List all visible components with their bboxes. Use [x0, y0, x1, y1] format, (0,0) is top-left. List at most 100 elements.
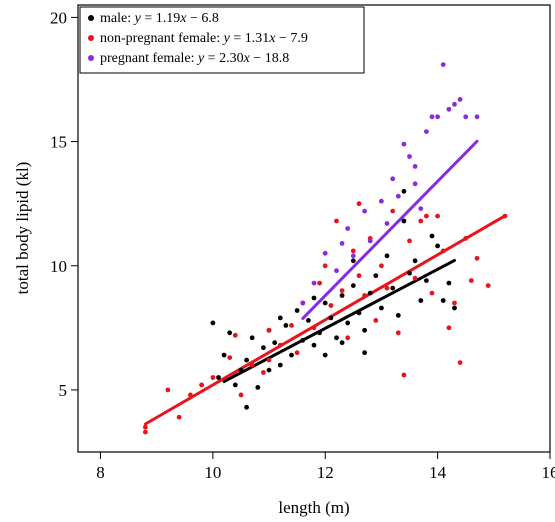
x-tick-label: 8 — [96, 463, 105, 482]
x-tick-label: 10 — [204, 463, 221, 482]
non-pregnant-female-point — [463, 236, 469, 241]
male-point — [395, 313, 401, 318]
non-pregnant-female-point — [356, 273, 362, 279]
non-pregnant-female-point — [474, 255, 480, 261]
non-pregnant-female-point — [412, 275, 418, 281]
male-point — [390, 285, 396, 291]
non-pregnant-female-point — [294, 350, 300, 356]
male-point — [350, 258, 356, 264]
non-pregnant-female-point — [266, 327, 272, 333]
male-point — [384, 253, 390, 259]
non-pregnant-female-point — [165, 387, 171, 393]
male-point — [440, 298, 446, 303]
male-point — [311, 342, 317, 348]
non-pregnant-female-point — [339, 288, 345, 293]
non-pregnant-female-point — [424, 213, 429, 219]
male-point — [339, 293, 345, 298]
pregnant-female-point — [440, 62, 446, 67]
male-point — [350, 283, 356, 288]
male-fit-line — [222, 258, 456, 383]
non-pregnant-female-point — [143, 424, 148, 430]
non-pregnant-female-point — [502, 213, 508, 219]
pregnant-female-point — [350, 253, 356, 259]
non-pregnant-female-point — [362, 293, 367, 298]
pregnant-female-point — [407, 154, 412, 159]
non-pregnant-female-point — [176, 414, 182, 420]
male-point — [373, 273, 379, 279]
male-point — [300, 337, 306, 343]
legend-marker-pregnant-female — [88, 55, 94, 61]
male-point — [277, 362, 283, 368]
pregnant-female-point — [412, 181, 418, 187]
male-point — [266, 367, 272, 373]
non-pregnant-female-point — [468, 278, 474, 283]
male-point — [367, 290, 373, 296]
non-pregnant-female-point — [390, 208, 396, 214]
pregnant-female-point — [452, 101, 457, 107]
male-point — [334, 335, 339, 341]
non-pregnant-female-point — [143, 429, 148, 435]
non-pregnant-female-point — [350, 248, 356, 254]
legend-label-non-pregnant-female: non-pregnant female: y = 1.31x − 7.9 — [100, 31, 308, 46]
axis-ticks: 8 10 12 14 16 5 10 15 20 — [50, 8, 555, 482]
male-point — [328, 315, 334, 321]
pregnant-female-point — [418, 206, 424, 212]
non-pregnant-female-point — [328, 303, 334, 308]
male-point — [261, 345, 266, 351]
non-pregnant-female-point — [401, 372, 407, 378]
non-pregnant-female-point — [261, 370, 266, 375]
y-tick-label: 20 — [50, 8, 67, 27]
plot-frame — [77, 4, 551, 453]
male-point — [294, 308, 300, 313]
legend-box — [79, 6, 365, 74]
legend-items: male: y = 1.19x − 6.8 non-pregnant female… — [88, 11, 308, 66]
male-point — [277, 315, 283, 321]
male-point — [412, 258, 418, 264]
pregnant-female-point — [311, 280, 317, 286]
pregnant-female-point — [379, 198, 384, 204]
male-point — [424, 278, 429, 283]
y-tick-label: 5 — [59, 381, 68, 400]
non-pregnant-female-point — [457, 360, 463, 365]
male-point — [362, 350, 367, 356]
pregnant-female-fit-line — [301, 139, 479, 320]
non-pregnant-female-point — [379, 263, 384, 269]
male-point — [379, 305, 384, 311]
pregnant-female-point — [322, 250, 328, 256]
legend-marker-male — [88, 15, 94, 21]
pregnant-female-point — [429, 114, 435, 120]
pregnant-female-point — [334, 268, 339, 274]
non-pregnant-female-point — [429, 290, 435, 296]
legend-label-pregnant-female: pregnant female: y = 2.30x − 18.8 — [100, 51, 289, 66]
non-pregnant-female-point — [395, 330, 401, 336]
non-pregnant-female-point — [289, 323, 294, 328]
non-pregnant-female-point — [210, 375, 216, 380]
male-point — [289, 352, 294, 358]
x-tick-label: 14 — [429, 463, 447, 482]
male-point — [221, 352, 227, 358]
data-points — [143, 62, 508, 435]
male-point — [232, 382, 238, 388]
non-pregnant-female-point — [440, 248, 446, 254]
pregnant-female-point — [463, 114, 469, 120]
male-point — [317, 330, 322, 336]
male-point — [255, 385, 261, 390]
male-point — [249, 335, 255, 341]
male-point — [322, 300, 328, 306]
non-pregnant-female-point — [227, 355, 233, 360]
non-pregnant-female-point — [345, 335, 351, 341]
pregnant-female-point — [401, 141, 407, 147]
legend-label-male: male: y = 1.19x − 6.8 — [100, 11, 219, 26]
y-tick-label: 10 — [50, 257, 67, 276]
male-point — [311, 295, 317, 301]
pregnant-female-point — [474, 114, 480, 120]
male-point — [429, 233, 435, 239]
non-pregnant-female-point — [317, 280, 322, 286]
male-point — [435, 243, 440, 249]
non-pregnant-female-point — [249, 362, 255, 368]
male-point — [210, 320, 216, 326]
legend-marker-non-pregnant-female — [88, 35, 94, 41]
non-pregnant-female-point — [232, 332, 238, 338]
pregnant-female-point — [345, 226, 351, 231]
